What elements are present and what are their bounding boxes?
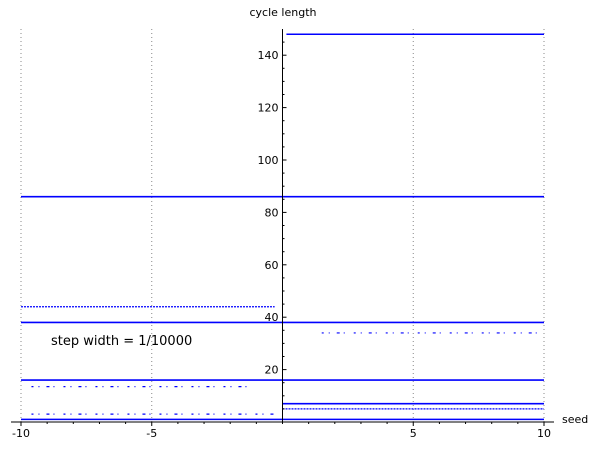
axis-layer: -10 -5 5 10 20 40 60 80 100 120 140 [11, 29, 554, 440]
y-tick-label-4: 100 [258, 154, 279, 167]
y-tick-label-3: 80 [265, 206, 279, 219]
y-tick-label-5: 120 [258, 102, 279, 115]
y-tick-label-1: 40 [265, 311, 279, 324]
y-axis-title: cycle length [250, 6, 317, 19]
x-tick-label-0: -10 [12, 427, 30, 440]
grid-layer [20, 29, 545, 422]
step-width-annotation: step width = 1/10000 [51, 334, 192, 349]
x-tick-label-1: -5 [146, 427, 157, 440]
y-tick-label-0: 20 [265, 364, 279, 377]
x-tick-label-2: 5 [410, 427, 417, 440]
x-tick-label-3: 10 [537, 427, 551, 440]
y-tick-label-2: 60 [265, 259, 279, 272]
x-axis-title: seed [562, 413, 588, 426]
y-tick-label-6: 140 [258, 49, 279, 62]
